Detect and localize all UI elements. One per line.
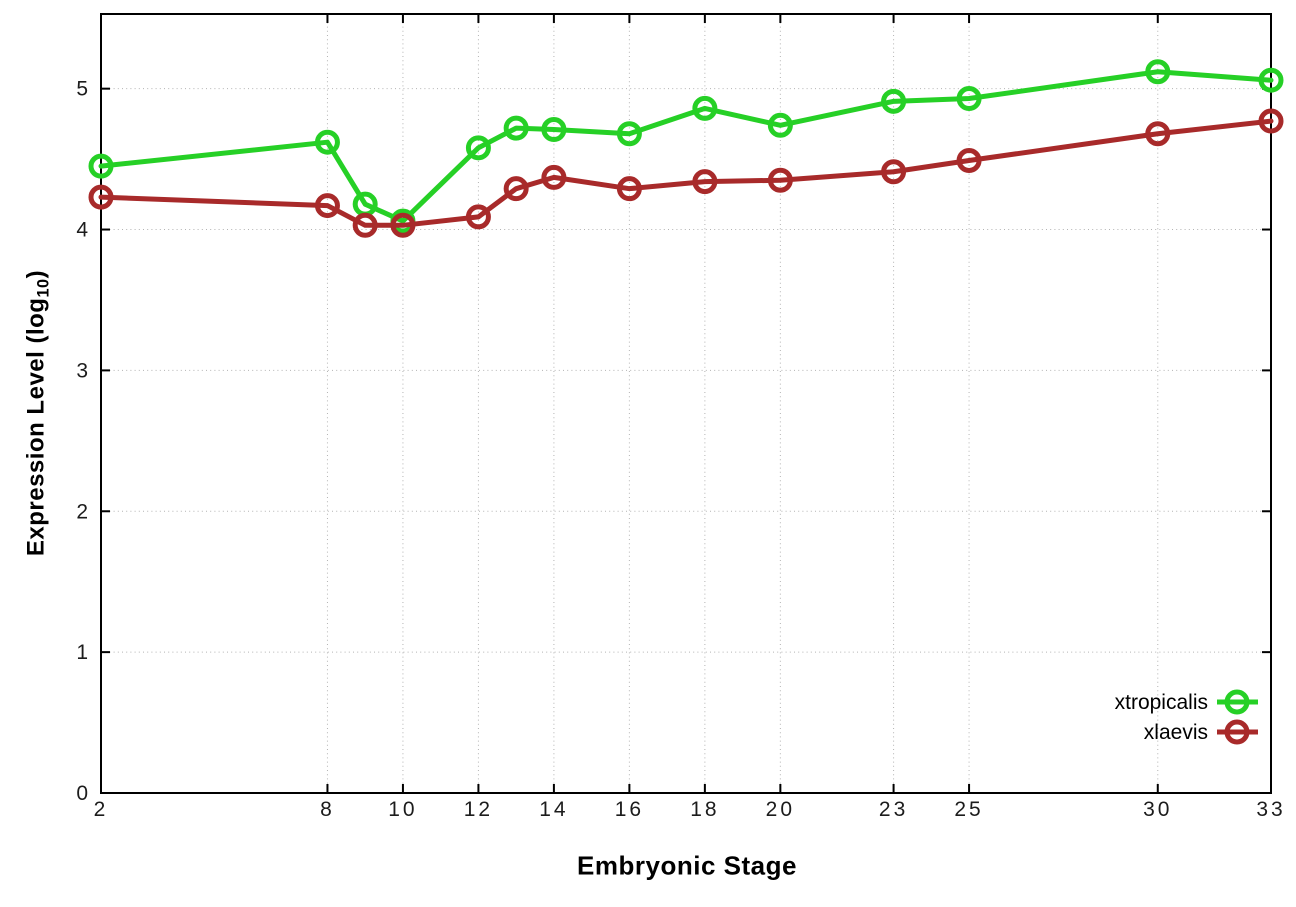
plot-border bbox=[100, 13, 1272, 794]
y-axis-label-post: ) bbox=[22, 269, 50, 279]
x-tick-label: 30 bbox=[1143, 798, 1172, 821]
y-tick-label: 0 bbox=[76, 782, 88, 805]
x-tick-label: 2 bbox=[94, 798, 109, 821]
data-point-xlaevis bbox=[956, 148, 982, 174]
data-point-xlaevis bbox=[1145, 121, 1171, 147]
data-point-xtropicalis bbox=[616, 121, 642, 147]
legend-label-xlaevis: xlaevis bbox=[1144, 721, 1208, 744]
data-point-xtropicalis bbox=[541, 117, 567, 143]
data-point-xtropicalis bbox=[767, 112, 793, 138]
data-point-xtropicalis bbox=[692, 95, 718, 121]
x-tick-label: 14 bbox=[539, 798, 568, 821]
x-tick-label: 23 bbox=[879, 798, 908, 821]
x-axis-label-text: Embryonic Stage bbox=[577, 850, 797, 881]
data-point-xlaevis bbox=[881, 159, 907, 185]
legend-marker-xlaevis bbox=[1224, 719, 1250, 745]
x-tick-label: 12 bbox=[464, 798, 493, 821]
data-point-xtropicalis bbox=[88, 153, 114, 179]
data-point-xtropicalis bbox=[956, 86, 982, 112]
x-tick-label: 10 bbox=[388, 798, 417, 821]
data-point-xtropicalis bbox=[314, 129, 340, 155]
series-line-xlaevis bbox=[98, 118, 1274, 228]
data-point-xlaevis bbox=[390, 212, 416, 238]
legend-marker-xtropicalis bbox=[1224, 689, 1250, 715]
y-tick-label: 4 bbox=[76, 219, 88, 242]
data-point-xlaevis bbox=[352, 212, 378, 238]
data-point-xlaevis bbox=[767, 167, 793, 193]
data-point-xlaevis bbox=[88, 184, 114, 210]
data-point-xlaevis bbox=[616, 176, 642, 202]
x-tick-label: 33 bbox=[1256, 798, 1285, 821]
y-axis-label-pre: Expression Level (log bbox=[22, 297, 50, 557]
y-axis-label-subscript: 10 bbox=[34, 278, 53, 298]
x-tick-label: 18 bbox=[690, 798, 719, 821]
data-point-xtropicalis bbox=[881, 88, 907, 114]
series-line-xtropicalis bbox=[98, 69, 1274, 224]
data-point-xlaevis bbox=[1258, 108, 1284, 134]
data-point-xtropicalis bbox=[465, 135, 491, 161]
x-axis-label: Embryonic Stage bbox=[577, 851, 797, 882]
data-point-xtropicalis bbox=[1258, 67, 1284, 93]
x-tick-label: 16 bbox=[615, 798, 644, 821]
data-point-xlaevis bbox=[465, 204, 491, 230]
data-point-xtropicalis bbox=[1145, 59, 1171, 85]
y-tick-label: 2 bbox=[76, 500, 88, 523]
y-tick-label: 1 bbox=[76, 641, 88, 664]
data-point-xlaevis bbox=[314, 193, 340, 219]
x-tick-label: 20 bbox=[766, 798, 795, 821]
y-axis-label: Expression Level (log10) bbox=[23, 270, 54, 556]
data-point-xlaevis bbox=[503, 176, 529, 202]
data-point-xlaevis bbox=[541, 164, 567, 190]
data-point-xtropicalis bbox=[503, 115, 529, 141]
legend-label-xtropicalis: xtropicalis bbox=[1115, 691, 1208, 714]
y-tick-label: 5 bbox=[76, 78, 88, 101]
x-tick-label: 8 bbox=[320, 798, 335, 821]
data-point-xlaevis bbox=[692, 169, 718, 195]
x-tick-label: 25 bbox=[954, 798, 983, 821]
y-tick-label: 3 bbox=[76, 359, 88, 382]
